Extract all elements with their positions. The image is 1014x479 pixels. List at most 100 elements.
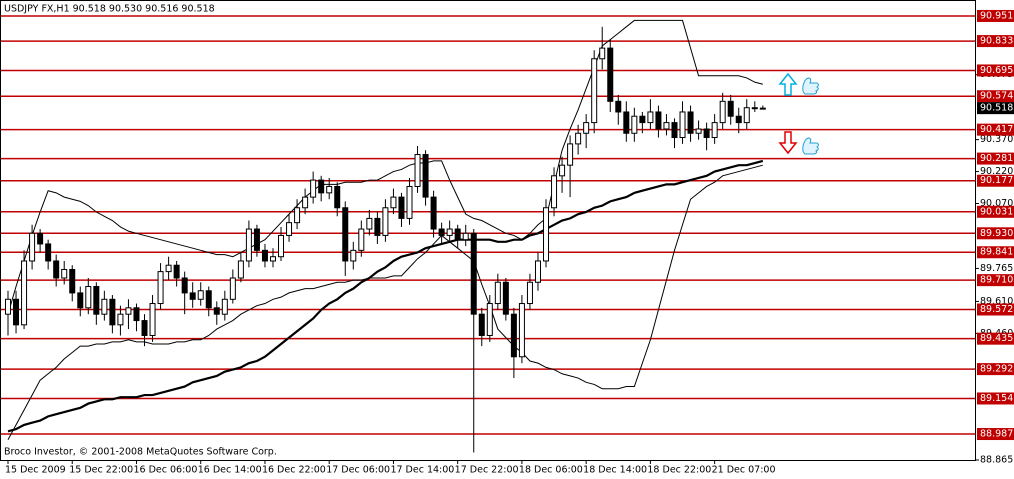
candle-body [430,196,437,230]
x-tick-label: 16 Dec 22:00 [262,465,326,476]
candle-body [607,47,614,102]
level-label-box [977,227,1014,240]
candle-body [294,207,301,224]
candle-body [462,232,469,241]
last-price-label: 90.518 [980,103,1013,114]
candle-body [197,290,204,300]
level-label: 90.574 [980,91,1013,102]
candle-body [438,228,445,236]
level-label-box [977,123,1014,136]
level-label-box [977,246,1014,259]
candle-body [583,122,590,134]
level-label-box [977,35,1014,48]
level-label: 90.951 [980,10,1013,21]
candle-body [655,111,662,130]
candle-body [93,286,100,315]
candles [5,26,766,453]
candle-body [269,256,276,262]
level-label-box [977,428,1014,441]
signal-icons [778,72,819,155]
candle-body [29,232,36,262]
candle-body [374,217,381,236]
candle-body [695,128,702,134]
candle-body [398,196,405,219]
candle-body [133,307,140,322]
indicator-line [7,164,763,441]
candle-body [245,228,252,262]
candle-body [470,232,477,315]
indicator-line [7,19,763,315]
x-tick-label: 17 Dec 22:00 [455,465,519,476]
candle-body [117,313,124,326]
axes: 90.67590.37090.22090.07089.76589.61089.4… [5,9,1014,476]
candle-body [502,281,509,315]
level-label-box [977,64,1014,77]
candle-body [310,179,317,198]
candle-body [13,298,20,326]
candle-body [229,277,236,300]
level-label: 89.930 [980,228,1013,239]
candle-body [615,100,622,113]
candle-body [599,47,606,60]
candle-body [181,277,188,294]
level-label: 88.987 [980,429,1013,440]
candle-body [101,298,108,315]
candle-body [61,268,68,279]
candle-body [446,228,453,236]
level-label: 90.833 [980,36,1013,47]
candle-body [85,286,92,309]
level-label-box [977,303,1014,316]
x-tick-label: 21 Dec 07:00 [712,465,776,476]
indicators [7,19,764,441]
candle-body [141,320,148,336]
candle-body [109,298,116,326]
candle-body [567,143,574,166]
y-tick-label: 89.610 [980,296,1013,307]
candle-body [53,260,60,279]
candle-body [125,307,132,315]
level-label-box [977,9,1014,22]
level-label-box [977,392,1014,405]
candle-body [631,115,638,134]
candle-body [559,164,566,177]
level-label: 90.031 [980,206,1013,217]
candle-body [342,207,349,262]
level-label-box [977,274,1014,287]
candle-body [358,228,365,251]
candle-body [679,111,686,139]
candle-body [743,107,750,124]
candle-body [318,179,325,194]
candle-body [165,264,172,273]
candle-body [486,303,493,336]
y-tick-label: 89.765 [980,263,1013,274]
candle-body [663,122,670,130]
y-tick-label: 90.370 [980,134,1013,145]
level-label-box [977,205,1014,218]
level-label: 90.177 [980,175,1013,186]
x-tick-label: 16 Dec 06:00 [133,465,197,476]
x-tick-label: 18 Dec 06:00 [519,465,583,476]
level-label: 89.572 [980,304,1013,315]
candle-body [5,298,11,315]
level-label-box [977,152,1014,165]
candle-body [326,185,333,194]
hand-icon [802,137,819,155]
level-label: 89.292 [980,364,1013,375]
candle-body [543,207,550,262]
level-label: 90.281 [980,153,1013,164]
candle-body [77,292,84,309]
last-price-box [977,102,1014,115]
level-label: 89.435 [980,333,1013,344]
copyright: Broco Investor, © 2001-2008 MetaQuotes S… [4,447,277,458]
x-tick-label: 17 Dec 06:00 [326,465,390,476]
candle-body [591,58,598,124]
candle-body [687,111,694,134]
y-tick-label: 90.070 [980,198,1013,209]
candle-body [518,303,525,358]
candle-body [37,232,44,245]
candle-body [189,292,196,300]
level-label: 89.154 [980,393,1013,404]
candle-body [350,249,357,262]
candle-body [454,228,461,241]
